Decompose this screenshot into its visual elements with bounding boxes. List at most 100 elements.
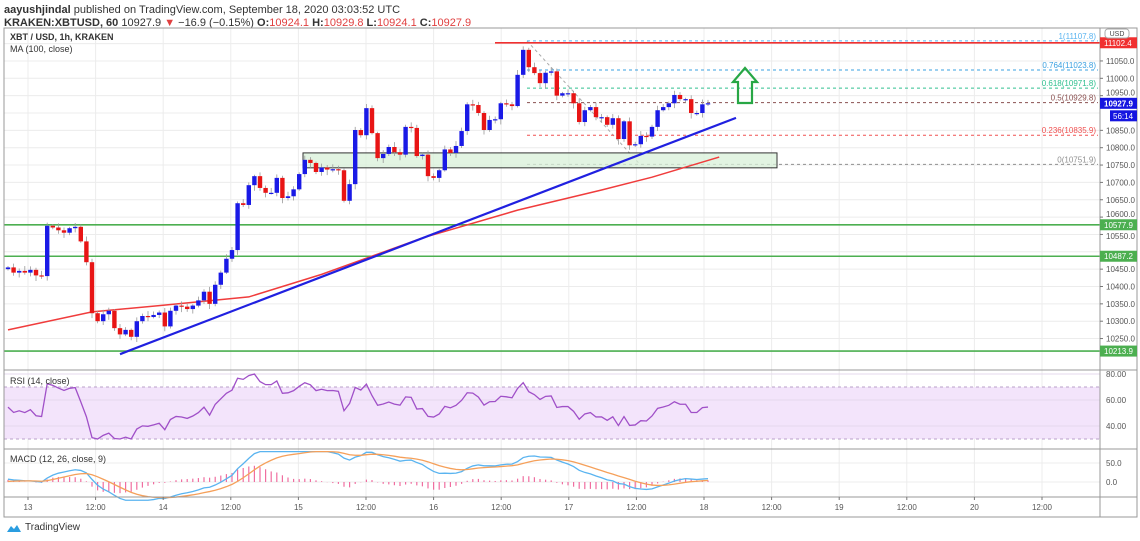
candle-up (173, 305, 179, 311)
candle-up (565, 93, 571, 95)
candle-down (397, 152, 403, 155)
price-tick-label: 10600.0 (1106, 210, 1135, 219)
symbol: KRAKEN:XBTUSD, 60 (4, 17, 119, 29)
tradingview-cloud-icon (7, 524, 21, 532)
candle-up (5, 267, 11, 270)
current-price-label: 10927.9 (1104, 99, 1133, 108)
candle-down (470, 104, 475, 106)
candle-up (67, 228, 72, 233)
price-tick-label: 10400.0 (1106, 283, 1135, 292)
currency-label: USD (1110, 31, 1125, 38)
candle-down (526, 49, 531, 68)
candle-up (700, 104, 705, 113)
brand-name: TradingView (25, 522, 81, 533)
candle-down (341, 170, 347, 201)
candle-up (633, 144, 638, 146)
candle-down (358, 130, 363, 136)
candle-up (655, 110, 660, 127)
time-tick-label: 12:00 (1032, 503, 1053, 512)
down-triangle-icon: ▼ (164, 17, 176, 29)
time-axis[interactable]: 13 12:00 14 12:00 15 12:00 16 12:00 17 12:00 18 12:… (24, 497, 1053, 512)
candle-up (224, 258, 229, 273)
currency-badge (1104, 28, 1130, 39)
candle-up (493, 119, 498, 121)
candle-up (459, 131, 464, 146)
low-label: L: (366, 17, 377, 29)
candle-up (190, 305, 195, 310)
candle-up (291, 189, 296, 197)
candle-up (364, 108, 369, 136)
candle-up (521, 49, 526, 75)
price-axis[interactable]: 11050.0 11000.0 10950.0 10850.0 10800.0 10750… (1100, 37, 1137, 357)
candle-up (157, 312, 162, 315)
candle-up (73, 226, 78, 229)
up-arrow-icon[interactable] (730, 66, 760, 105)
candle-up (28, 269, 33, 273)
fib-level-label: 0.618(10971.8) (1042, 79, 1097, 88)
candle-up (694, 113, 699, 115)
candle-up (621, 121, 627, 140)
candle-down (78, 226, 83, 242)
time-tick-label: 12:00 (491, 503, 512, 512)
open-value: 10924.1 (269, 17, 310, 29)
candle-down (313, 162, 319, 172)
time-tick-label: 13 (24, 503, 33, 512)
candle-up (683, 99, 688, 101)
low-value: 10924.1 (376, 17, 417, 29)
trendline[interactable] (119, 116, 737, 356)
candle-down (532, 67, 537, 74)
candle-down (129, 329, 134, 337)
candle-up (661, 107, 666, 111)
support-price-label: 10487.2 (1104, 252, 1133, 261)
candle-down (162, 312, 167, 327)
candle-down (627, 121, 632, 146)
time-tick-label: 18 (700, 503, 709, 512)
support-price-label: 10577.9 (1104, 221, 1133, 230)
fibonacci-retracement[interactable]: 1(11107.8) 0.764(11023.8) 0.618(10971.8) 0.… (526, 32, 1098, 165)
candle-up (285, 196, 291, 199)
time-tick-label: 16 (429, 503, 438, 512)
rsi-tick-label: 80.00 (1106, 370, 1127, 379)
candle-up (297, 174, 302, 190)
candle-up (560, 93, 565, 96)
candle-down (112, 310, 117, 329)
candle-down (431, 176, 436, 178)
price-tick-label: 10800.0 (1106, 144, 1135, 153)
candle-up (498, 103, 503, 120)
price-tick-label: 10700.0 (1106, 178, 1135, 187)
time-tick-label: 12:00 (221, 503, 242, 512)
time-tick-label: 19 (835, 503, 844, 512)
time-tick-label: 15 (294, 503, 303, 512)
tradingview-logo[interactable]: TradingView (6, 522, 80, 533)
candle-up (269, 192, 274, 195)
candle-up (437, 170, 442, 178)
price-tick-label: 10350.0 (1106, 300, 1135, 309)
candle-down (509, 104, 515, 107)
candle-up (151, 314, 156, 318)
time-tick-label: 12:00 (86, 503, 107, 512)
candle-up (17, 270, 22, 273)
candle-up (599, 117, 604, 119)
candle-up (420, 154, 425, 157)
candle-up (235, 203, 240, 251)
close-value: 10927.9 (431, 17, 472, 29)
candle-down (241, 203, 246, 205)
candle-up (140, 315, 145, 322)
macd-legend: MACD (12, 26, close, 9) (10, 454, 106, 464)
time-tick-label: 20 (970, 503, 979, 512)
candle-down (414, 127, 419, 157)
candle-up (543, 72, 548, 84)
candle-up (213, 284, 218, 304)
support-price-tag (1100, 250, 1137, 262)
candle-down (325, 167, 330, 170)
horizontal-levels[interactable] (4, 41, 1100, 352)
candle-down (89, 262, 95, 314)
candle-down (179, 305, 184, 307)
price-tick-label: 10750.0 (1106, 161, 1135, 170)
candle-down (425, 154, 431, 177)
support-price-tag (1100, 219, 1137, 231)
author-name[interactable]: aayushjindal (4, 4, 71, 16)
candle-down (308, 159, 313, 163)
candle-up (330, 169, 335, 171)
